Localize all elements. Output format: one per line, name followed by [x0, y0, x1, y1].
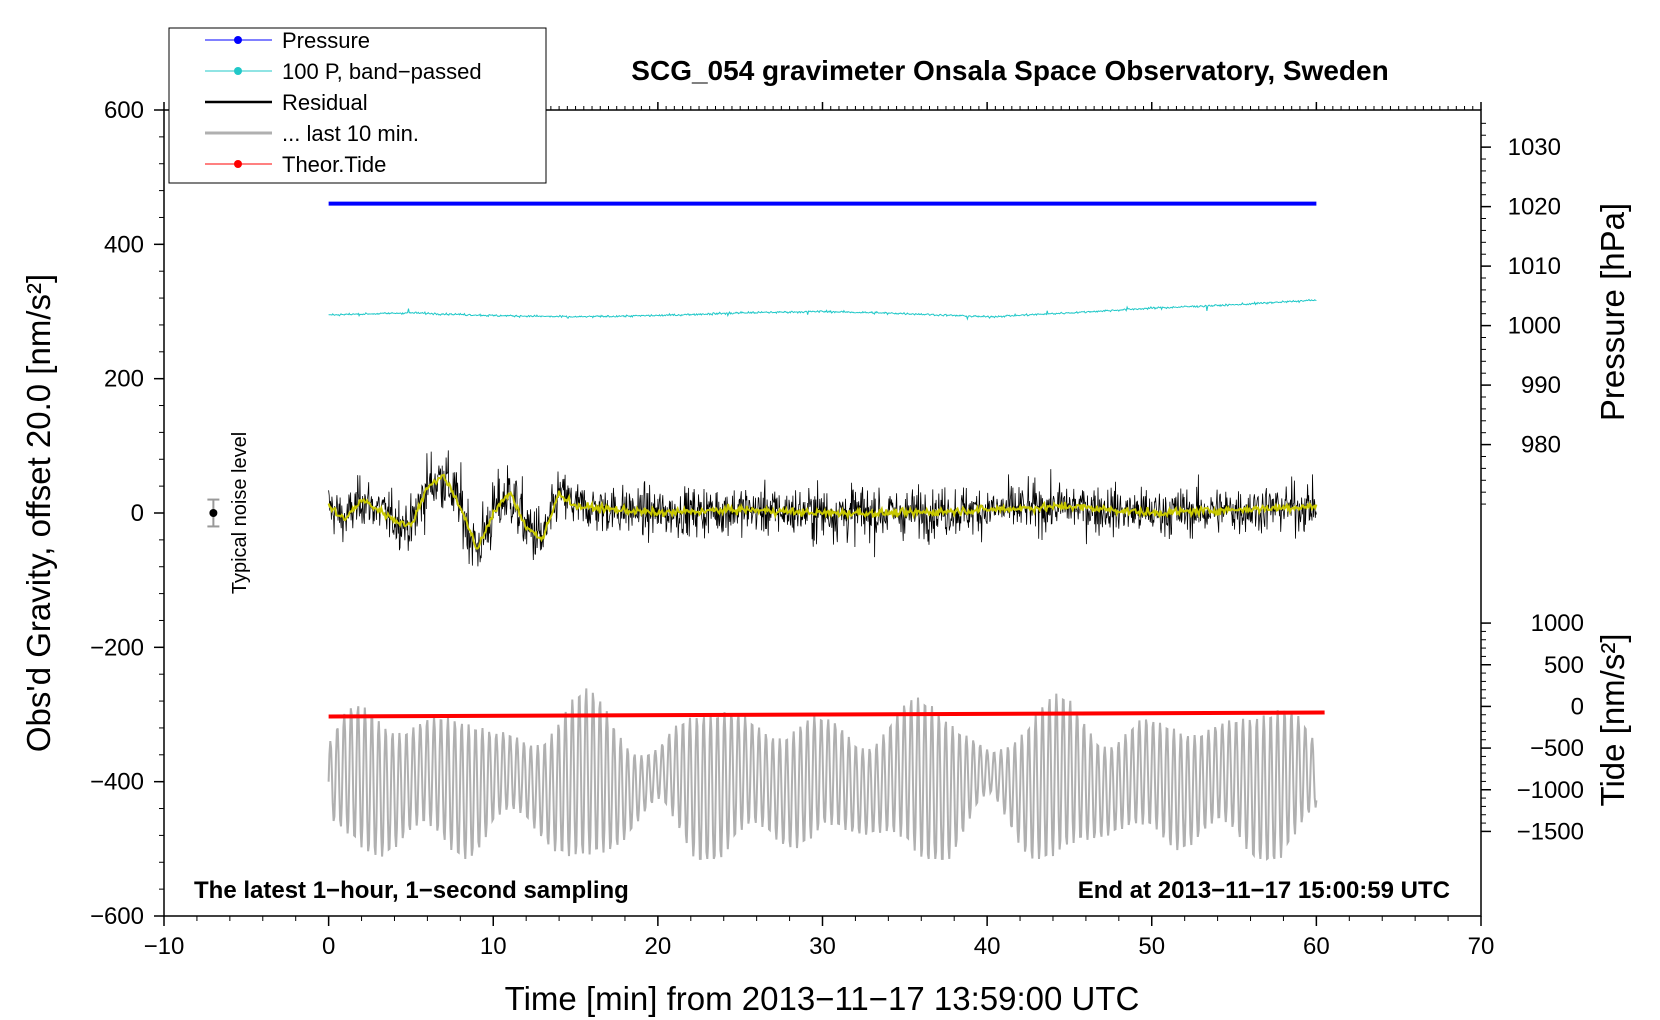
- pressure-tick-label: 990: [1521, 372, 1561, 399]
- legend-item-pressure: Pressure: [205, 28, 370, 53]
- tide-tick-label: −1500: [1517, 818, 1584, 845]
- x-tick-label: 20: [645, 933, 672, 960]
- y-tick-label: 600: [104, 97, 144, 124]
- series-layer: [207, 201, 1325, 861]
- legend: Pressure 100 P, band−passed Residual ...…: [168, 27, 547, 184]
- legend-marker: [234, 36, 242, 44]
- tide-tick-label: 500: [1544, 652, 1584, 679]
- x-tick-label: 60: [1303, 933, 1330, 960]
- y-axis-title-tide: Tide [nm/s²]: [1594, 634, 1631, 807]
- pressure-tick-label: 1010: [1508, 253, 1561, 280]
- axis-ticks: −10 0 10 20 30 40 50 60 706004002000−200−400−600…: [90, 97, 1584, 960]
- legend-label: ... last 10 min.: [282, 121, 419, 146]
- tide-tick-label: 1000: [1531, 610, 1584, 637]
- legend-item-band-passed: 100 P, band−passed: [205, 59, 482, 84]
- series-band-passed: [328, 298, 1317, 321]
- tide-tick-label: −1000: [1517, 777, 1584, 804]
- legend-marker: [234, 160, 242, 168]
- x-tick-label: 0: [322, 933, 335, 960]
- series-theor-tide: [328, 710, 1325, 719]
- y-axis-title-pressure: Pressure [hPa]: [1594, 203, 1631, 421]
- y-tick-label: 0: [131, 500, 144, 527]
- x-tick-label: −10: [144, 933, 185, 960]
- legend-label: Theor.Tide: [282, 152, 386, 177]
- series-last-10-min: [327, 688, 1318, 861]
- x-axis-title: Time [min] from 2013−11−17 13:59:00 UTC: [505, 980, 1140, 1017]
- y-axis-title-left: Obs'd Gravity, offset 20.0 [nm/s²]: [20, 274, 57, 752]
- y-tick-label: −600: [90, 903, 144, 930]
- x-tick-label: 70: [1468, 933, 1495, 960]
- legend-label: 100 P, band−passed: [282, 59, 482, 84]
- x-tick-label: 50: [1138, 933, 1165, 960]
- legend-label: Residual: [282, 90, 368, 115]
- annotation-sampling: The latest 1−hour, 1−second sampling: [194, 877, 629, 904]
- legend-marker: [234, 67, 242, 75]
- legend-item-residual: Residual: [205, 90, 368, 115]
- legend-item-theor-tide: Theor.Tide: [205, 152, 386, 177]
- pressure-tick-label: 1020: [1508, 194, 1561, 221]
- legend-label: Pressure: [282, 28, 370, 53]
- pressure-tick-label: 980: [1521, 432, 1561, 459]
- x-tick-label: 30: [809, 933, 836, 960]
- x-tick-label: 10: [480, 933, 507, 960]
- y-tick-label: 200: [104, 366, 144, 393]
- tide-tick-label: −500: [1530, 735, 1584, 762]
- pressure-tick-label: 1000: [1508, 313, 1561, 340]
- legend-item-last-10-min: ... last 10 min.: [205, 121, 419, 146]
- series-residual-smoothed: [327, 473, 1318, 550]
- tide-tick-label: 0: [1571, 693, 1584, 720]
- annotation-end-time: End at 2013−11−17 15:00:59 UTC: [1078, 877, 1450, 904]
- pressure-tick-label: 1030: [1508, 134, 1561, 161]
- y-tick-label: 400: [104, 231, 144, 258]
- y-tick-label: −200: [90, 634, 144, 661]
- noise-level-label: Typical noise level: [229, 432, 251, 594]
- noise-marker: [209, 509, 218, 517]
- y-tick-label: −400: [90, 769, 144, 796]
- legend-box: [168, 27, 547, 184]
- x-tick-label: 40: [974, 933, 1001, 960]
- chart-title: SCG_054 gravimeter Onsala Space Observat…: [631, 55, 1388, 86]
